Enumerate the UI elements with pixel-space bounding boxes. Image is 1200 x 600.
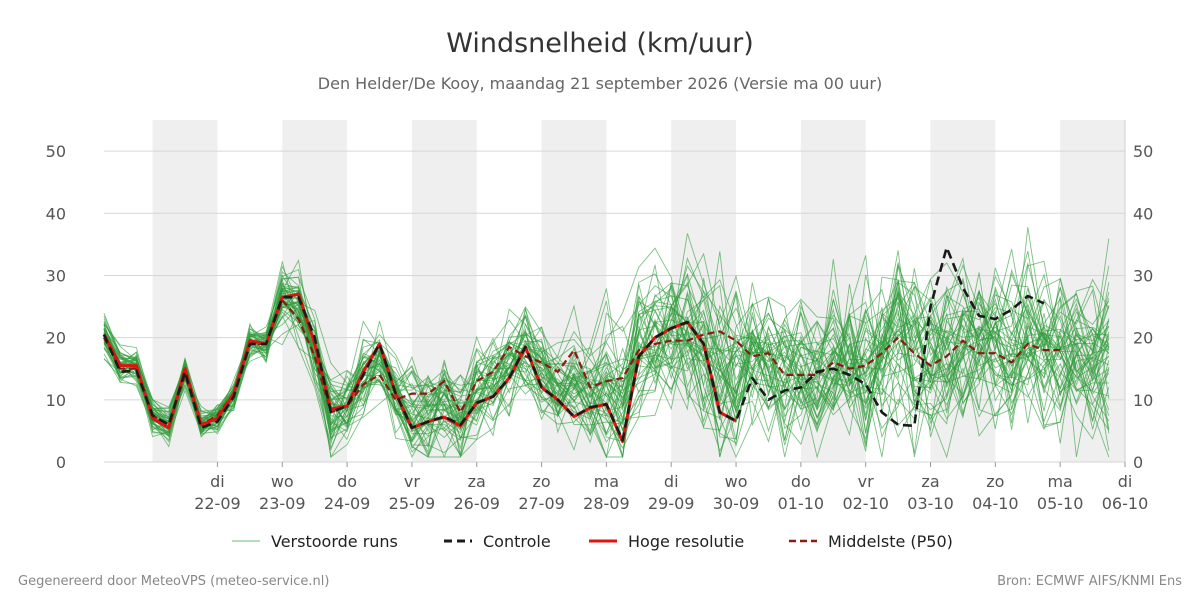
x-tick-date-5: 27-09 <box>518 494 565 513</box>
legend-label-controle: Controle <box>483 532 551 551</box>
x-tick-date-6: 28-09 <box>583 494 630 513</box>
x-axis-ticks: di 22-09 wo 23-09 do 24-09 vr 25-09 za 26-09 zo 27-… <box>194 462 1148 513</box>
footer-source: Bron: ECMWF AIFS/KNMI Ens <box>997 574 1182 589</box>
x-tick-date-4: 26-09 <box>453 494 500 513</box>
x-tick-day-8: wo <box>725 472 748 491</box>
y-axis-ticks: 0 0 10 10 20 20 30 30 40 40 50 50 <box>46 142 1154 472</box>
x-tick-day-2: do <box>337 472 357 491</box>
x-tick-date-13: 05-10 <box>1037 494 1084 513</box>
chart-subtitle: Den Helder/De Kooy, maandag 21 september… <box>318 74 882 93</box>
footer-generated-by: Gegenereerd door MeteoVPS (meteo-service… <box>18 574 329 589</box>
x-tick-day-10: vr <box>858 472 874 491</box>
x-tick-date-10: 02-10 <box>842 494 889 513</box>
x-tick-day-12: zo <box>986 472 1004 491</box>
y-tick-right-50: 50 <box>1133 142 1153 161</box>
y-tick-left-10: 10 <box>46 391 66 410</box>
x-tick-day-3: vr <box>404 472 420 491</box>
x-tick-day-4: za <box>468 472 486 491</box>
y-tick-right-0: 0 <box>1133 453 1143 472</box>
ensemble-run-32 <box>103 259 1110 448</box>
x-tick-date-2: 24-09 <box>324 494 371 513</box>
y-tick-right-20: 20 <box>1133 329 1153 348</box>
x-tick-day-1: wo <box>271 472 294 491</box>
x-tick-date-11: 03-10 <box>907 494 954 513</box>
chart-title: Windsnelheid (km/uur) <box>446 28 754 59</box>
main-series-lines <box>102 246 1061 443</box>
y-tick-left-20: 20 <box>46 329 66 348</box>
legend-label-hoge-resolutie: Hoge resolutie <box>628 532 744 551</box>
ensemble-run-45 <box>103 282 1110 439</box>
y-tick-left-40: 40 <box>46 204 66 223</box>
y-tick-left-30: 30 <box>46 266 66 285</box>
x-tick-day-7: di <box>664 472 679 491</box>
y-tick-right-10: 10 <box>1133 391 1153 410</box>
x-tick-date-14: 06-10 <box>1102 494 1149 513</box>
x-tick-date-8: 30-09 <box>713 494 760 513</box>
x-tick-date-0: 22-09 <box>194 494 241 513</box>
x-tick-day-0: di <box>210 472 225 491</box>
x-tick-day-14: di <box>1118 472 1133 491</box>
x-tick-day-5: zo <box>532 472 550 491</box>
day-band-6 <box>930 120 996 462</box>
y-tick-right-30: 30 <box>1133 266 1153 285</box>
x-tick-date-1: 23-09 <box>259 494 306 513</box>
x-tick-date-12: 04-10 <box>972 494 1019 513</box>
x-tick-day-13: ma <box>1047 472 1072 491</box>
x-tick-date-3: 25-09 <box>389 494 436 513</box>
x-tick-date-9: 01-10 <box>778 494 825 513</box>
x-tick-date-7: 29-09 <box>648 494 695 513</box>
x-tick-day-9: do <box>791 472 811 491</box>
legend: Verstoorde runs Controle Hoge resolutie … <box>232 532 953 551</box>
y-tick-left-50: 50 <box>46 142 66 161</box>
ensemble-run-49 <box>103 285 1110 453</box>
legend-label-p50: Middelste (P50) <box>828 532 953 551</box>
x-tick-day-6: ma <box>594 472 619 491</box>
ensemble-run-46 <box>103 276 1109 433</box>
y-tick-right-40: 40 <box>1133 204 1153 223</box>
x-tick-day-11: za <box>921 472 939 491</box>
ensemble-run-26 <box>103 286 1110 458</box>
y-tick-left-0: 0 <box>56 453 66 472</box>
legend-label-ensemble: Verstoorde runs <box>271 532 398 551</box>
ensemble-run-35 <box>103 251 1110 438</box>
